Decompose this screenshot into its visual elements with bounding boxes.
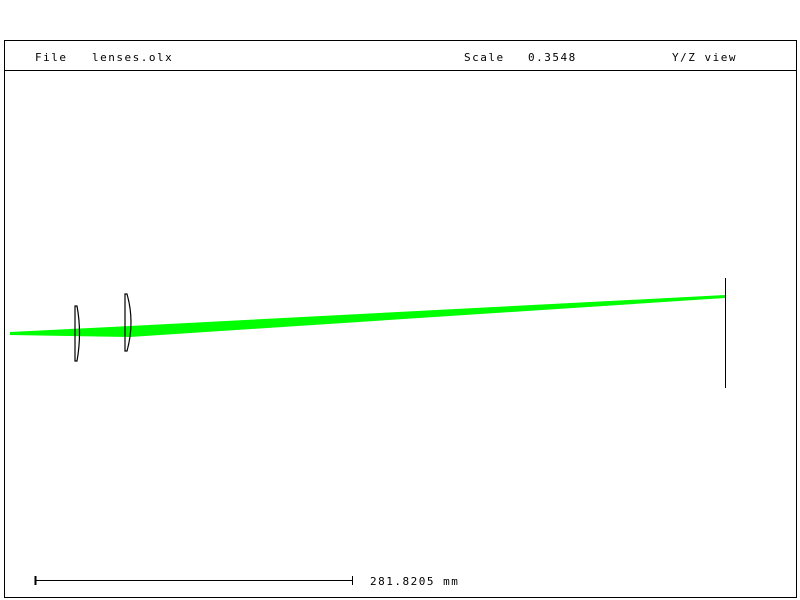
lens-1	[74, 305, 81, 362]
lens-2	[124, 293, 132, 352]
scale-bar-label: 281.8205 mm	[370, 575, 460, 588]
ray-bundle	[10, 295, 725, 337]
scale-label: Scale	[464, 51, 505, 64]
plot-frame	[4, 40, 797, 598]
scale-bar	[34, 576, 353, 585]
file-name: lenses.olx	[92, 51, 174, 64]
plot-header	[4, 40, 796, 71]
scale-value: 0.3548	[528, 51, 577, 64]
file-label: File	[35, 51, 68, 64]
view-label: Y/Z view	[672, 51, 737, 64]
